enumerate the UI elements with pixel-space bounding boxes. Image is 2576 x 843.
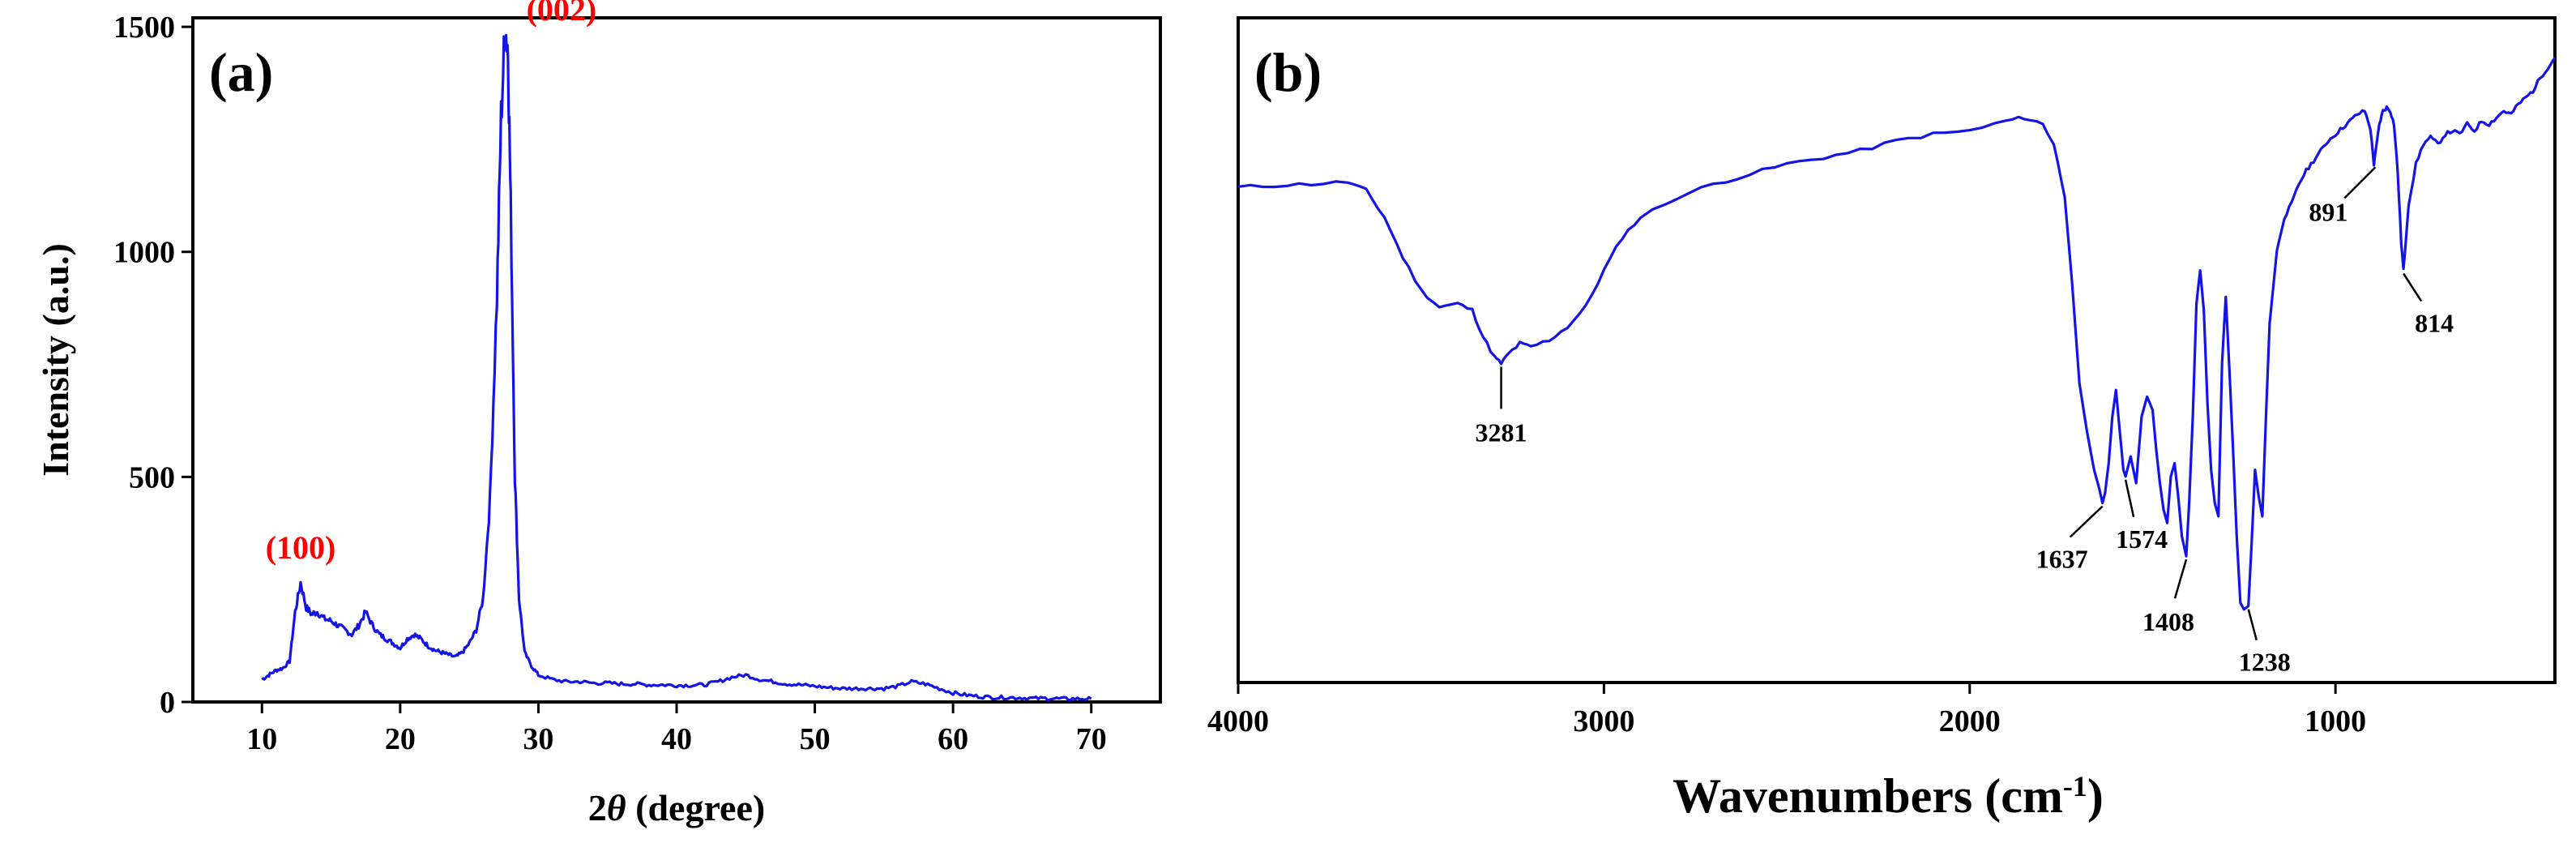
panel-a-xrd-chart: (a) 10 20 30 40 50 60 70 0 500 1000 1500 (100) (00…: [35, 0, 1162, 828]
panel-b-x-tick-label: 3000: [1573, 704, 1634, 738]
panel-a-x-axis: 10 20 30 40 50 60 70: [246, 702, 1107, 756]
panel-b-peak-label: 1574: [2116, 524, 2168, 554]
panel-a-x-tick-label: 10: [246, 722, 277, 756]
panel-b-peak-label: 3281: [1476, 417, 1527, 447]
panel-b-x-axis: 4000 3000 2000 1000: [1207, 683, 2366, 738]
panel-b-ftir-chart: (b) 4000 3000 2000 1000 3281 1637 1574 1408 123…: [1207, 16, 2557, 823]
panel-b-peak-label: 891: [2309, 197, 2347, 226]
panel-a-x-tick-label: 40: [661, 722, 692, 756]
panel-b-peak-leader: [2247, 609, 2258, 641]
panel-b-peak-label: 814: [2415, 309, 2454, 338]
panel-b-x-title-main: Wavenumbers (cm: [1672, 769, 2063, 823]
panel-a-y-tick-label: 1000: [113, 236, 175, 270]
panel-b-series-line: [1237, 57, 2557, 611]
panel-a-x-title-suffix: (degree): [626, 787, 766, 828]
panel-b-peak-label: 1408: [2142, 607, 2194, 636]
panel-a-peak-label: (100): [266, 529, 336, 566]
panel-a-y-tick-label: 500: [129, 460, 175, 494]
panel-a-y-tick-label: 0: [160, 686, 175, 720]
panel-b-peak-leader: [2124, 479, 2135, 518]
panel-a-x-axis-title: 2θ (degree): [588, 787, 765, 828]
panel-a-y-tick-label: 1500: [113, 11, 175, 45]
panel-a-x-title-theta: θ: [607, 787, 626, 828]
panel-b-peak-label: 1238: [2239, 648, 2291, 677]
panel-a-series-line: [261, 33, 1092, 702]
panel-b-peak-labels: 3281 1637 1574 1408 1238 891 814: [1476, 166, 2454, 677]
panel-b-peak-leader: [2069, 505, 2104, 538]
panel-b-x-title-sup: -1: [2063, 770, 2087, 802]
panel-a-x-tick-label: 50: [800, 722, 831, 756]
panel-b-plot-frame: [1237, 16, 2557, 684]
panel-b-peak-leader: [2343, 166, 2377, 199]
panel-b-peak-label: 1637: [2036, 545, 2088, 574]
panel-a-x-tick-label: 60: [938, 722, 968, 756]
panel-b-x-tick-label: 4000: [1207, 704, 1269, 738]
panel-a-x-title-prefix: 2: [588, 787, 607, 828]
panel-b-x-tick-label: 2000: [1939, 704, 2001, 738]
panel-b-peak-leader: [2403, 272, 2423, 302]
panel-a-plot-frame: [191, 16, 1162, 704]
panel-b-x-axis-title: Wavenumbers (cm-1): [1672, 769, 2104, 823]
panel-a-y-axis-title: Intensity (a.u.): [35, 243, 76, 477]
panel-a-x-tick-label: 30: [523, 722, 553, 756]
panel-b-peak-leader: [2173, 558, 2188, 599]
panel-a-peak-labels: (100) (002): [266, 0, 596, 566]
panel-b-label: (b): [1254, 41, 1322, 103]
panel-b-x-title-close: ): [2087, 769, 2104, 823]
panel-a-x-tick-label: 20: [385, 722, 416, 756]
panel-a-x-tick-label: 70: [1076, 722, 1107, 756]
panel-b-x-tick-label: 1000: [2305, 704, 2366, 738]
panel-a-y-axis: 0 500 1000 1500: [113, 11, 193, 720]
panel-a-peak-label: (002): [527, 0, 597, 28]
panel-a-label: (a): [209, 41, 273, 103]
